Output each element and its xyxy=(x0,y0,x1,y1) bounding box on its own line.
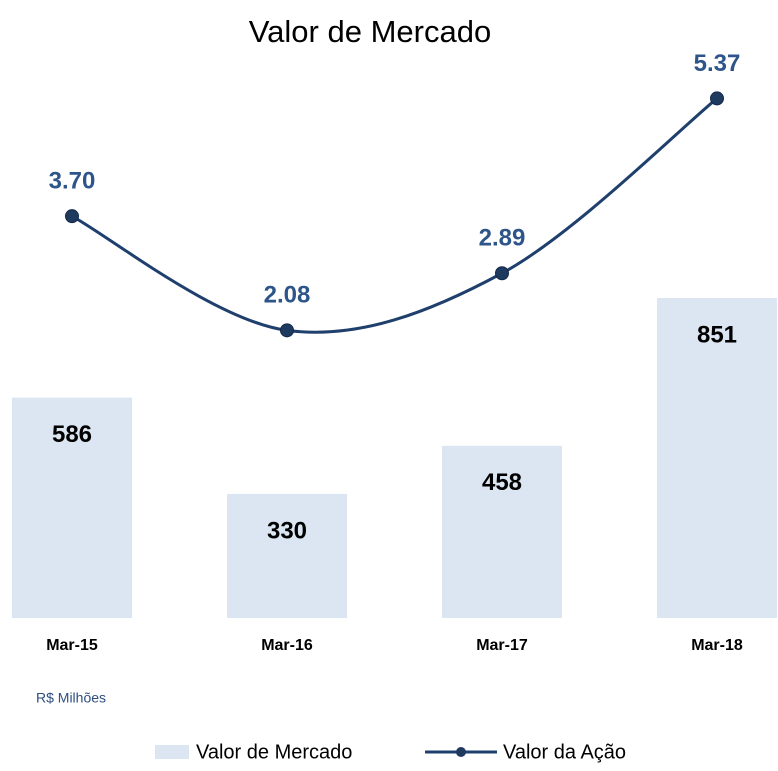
line-value-label: 2.89 xyxy=(479,225,526,252)
line-marker xyxy=(710,91,724,106)
line xyxy=(71,97,718,334)
x-tick-label: Mar-16 xyxy=(261,637,313,654)
bar-value-label: 330 xyxy=(267,517,307,544)
bar xyxy=(12,397,132,618)
legend-marker xyxy=(456,747,466,757)
bar-value-label: 851 xyxy=(697,321,737,348)
legend-label: Valor de Mercado xyxy=(196,741,352,763)
unit-note: R$ Milhões xyxy=(36,690,106,706)
line-value-label: 2.08 xyxy=(264,282,311,309)
x-tick-label: Mar-17 xyxy=(476,637,528,654)
legend-label: Valor da Ação xyxy=(503,741,626,763)
line-marker xyxy=(495,266,509,281)
line-value-label: 3.70 xyxy=(49,167,96,194)
legend-swatch xyxy=(155,745,189,759)
line-marker xyxy=(65,209,79,224)
x-tick-label: Mar-18 xyxy=(691,637,743,654)
bar xyxy=(442,445,562,618)
chart-title: Valor de Mercado xyxy=(249,14,491,49)
bar xyxy=(657,298,777,618)
x-tick-label: Mar-15 xyxy=(46,637,98,654)
bar xyxy=(227,493,347,618)
line-value-label: 5.37 xyxy=(694,50,741,77)
bar-value-label: 586 xyxy=(52,421,92,448)
bar-value-label: 458 xyxy=(482,469,522,496)
line-marker xyxy=(280,323,294,338)
